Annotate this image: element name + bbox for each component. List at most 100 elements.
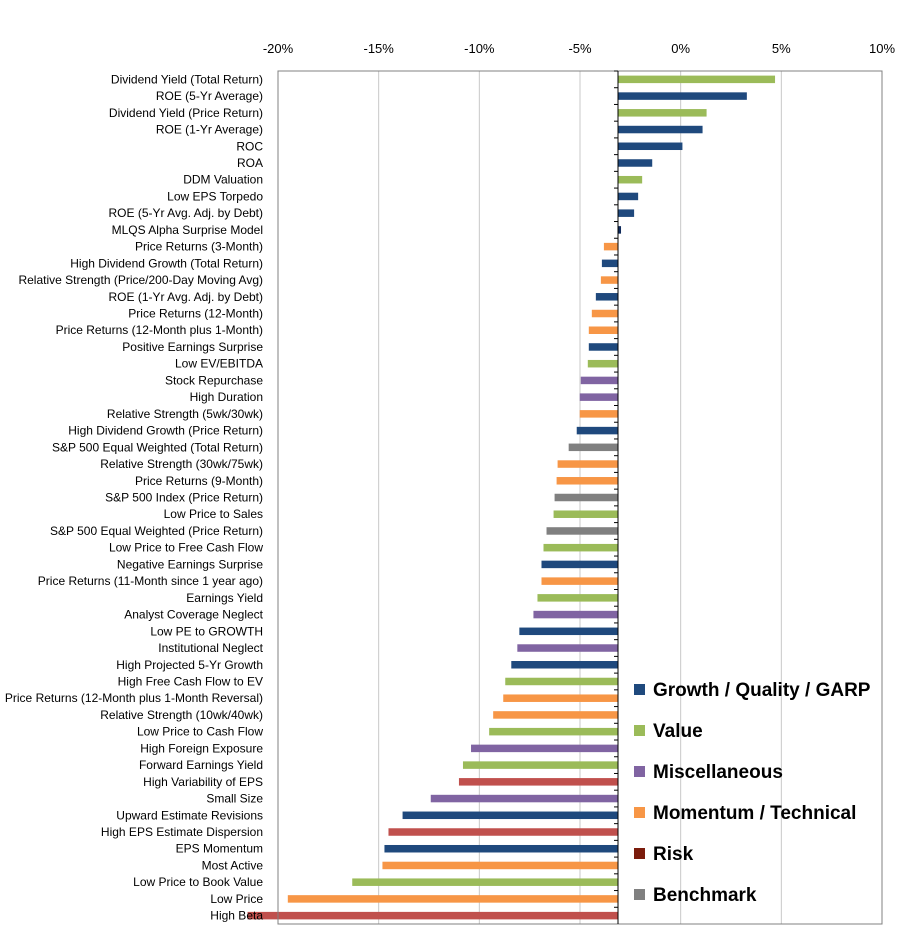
category-label: ROA <box>237 156 263 170</box>
category-label: MLQS Alpha Surprise Model <box>112 223 263 237</box>
category-label: Dividend Yield (Price Return) <box>109 106 263 120</box>
category-label: High Free Cash Flow to EV <box>118 674 263 688</box>
bar-high-projected-5-yr-growth <box>511 661 618 669</box>
category-label: High Projected 5-Yr Growth <box>116 658 263 672</box>
category-label: Low EPS Torpedo <box>167 189 263 203</box>
category-label: ROC <box>236 139 263 153</box>
bar-roe-5-yr-avg-adj-by-debt <box>618 209 635 217</box>
bar-dividend-yield-total-return <box>618 75 776 84</box>
category-label: Low EV/EBITDA <box>175 357 263 371</box>
category-label: Low Price <box>210 892 263 906</box>
bar-analyst-coverage-neglect <box>533 610 618 619</box>
x-tick-label: -20% <box>263 41 294 56</box>
bar-stock-repurchase <box>580 376 618 385</box>
bar-most-active <box>382 861 618 870</box>
bar-roe-1-yr-avg-adj-by-debt <box>595 293 618 301</box>
category-label: Relative Strength (30wk/75wk) <box>100 457 263 471</box>
bar-negative-earnings-surprise <box>541 560 618 569</box>
bar-low-pe-to-growth <box>519 627 618 636</box>
x-tick-label: 0% <box>671 41 690 56</box>
bar-price-returns-12-month-plus-1-month <box>588 326 618 334</box>
category-label: Low Price to Sales <box>164 507 263 521</box>
category-label: Low Price to Free Cash Flow <box>109 541 263 555</box>
category-label: ROE (5-Yr Avg. Adj. by Debt) <box>108 206 263 220</box>
bar-mlqs-alpha-surprise-model <box>618 226 622 234</box>
bar-roc <box>618 142 683 151</box>
category-label: High Dividend Growth (Total Return) <box>70 256 263 270</box>
bar-high-duration <box>579 393 618 401</box>
legend: Growth / Quality / GARP Value Miscellaneou… <box>634 680 871 906</box>
category-label: Price Returns (12-Month plus 1-Month) <box>56 323 263 337</box>
legend-swatch-value <box>634 725 645 736</box>
plot-area-border <box>277 70 883 925</box>
legend-swatch-benchmark <box>634 889 645 900</box>
category-label: High Beta <box>210 909 263 923</box>
category-label: Price Returns (12-Month) <box>128 307 263 321</box>
bar-low-price <box>287 895 618 903</box>
legend-swatch-momentum <box>634 807 645 818</box>
category-label: Low Price to Cash Flow <box>137 725 263 739</box>
bar-forward-earnings-yield <box>462 761 618 769</box>
legend-label-risk: Risk <box>653 844 694 865</box>
bar-relative-strength-5wk-30wk <box>579 410 618 418</box>
legend-swatch-risk <box>634 848 645 859</box>
bar-s-p-500-equal-weighted-price-return <box>546 527 618 535</box>
bar-relative-strength-price-200-day-moving-avg <box>600 276 618 284</box>
bar-price-returns-11-month-since-1-year-ago <box>541 577 618 585</box>
category-label: Upward Estimate Revisions <box>116 808 263 822</box>
category-label: Negative Earnings Surprise <box>117 557 263 571</box>
legend-label-benchmark: Benchmark <box>653 885 757 906</box>
category-label: Low Price to Book Value <box>133 875 263 889</box>
category-labels: Dividend Yield (Total Return) ROE (5-Yr A… <box>5 72 264 922</box>
x-tick-label: 10% <box>869 41 895 56</box>
category-label: Relative Strength (5wk/30wk) <box>107 407 263 421</box>
category-label: EPS Momentum <box>176 842 263 856</box>
bar-high-variability-of-eps <box>458 778 618 786</box>
bar-relative-strength-30wk-75wk <box>557 460 618 468</box>
category-label: High EPS Estimate Dispersion <box>101 825 263 839</box>
bar-roa <box>618 159 653 167</box>
x-tick-label: -5% <box>568 41 592 56</box>
category-label: Institutional Neglect <box>158 641 263 655</box>
bar-earnings-yield <box>537 594 618 602</box>
category-label: Dividend Yield (Total Return) <box>111 72 263 86</box>
bar-high-foreign-exposure <box>471 744 618 753</box>
bar-high-beta <box>247 911 618 920</box>
category-label: DDM Valuation <box>183 173 263 187</box>
bar-roe-5-yr-average <box>618 92 747 100</box>
legend-label-momentum: Momentum / Technical <box>653 803 856 824</box>
category-label: Price Returns (3-Month) <box>135 240 263 254</box>
category-label: Forward Earnings Yield <box>139 758 263 772</box>
category-label: Price Returns (9-Month) <box>135 474 263 488</box>
category-label: S&P 500 Equal Weighted (Total Return) <box>52 440 263 454</box>
bar-price-returns-12-month-plus-1-month-reversal <box>503 694 618 702</box>
axes <box>277 70 883 925</box>
category-label: Positive Earnings Surprise <box>122 340 263 354</box>
x-tick-label: -10% <box>464 41 495 56</box>
bar-high-eps-estimate-dispersion <box>388 828 618 836</box>
bar-low-price-to-cash-flow <box>489 727 618 736</box>
legend-label-growth: Growth / Quality / GARP <box>653 680 871 701</box>
bar-positive-earnings-surprise <box>588 343 618 351</box>
bar-low-price-to-free-cash-flow <box>543 543 618 552</box>
category-label: Relative Strength (10wk/40wk) <box>100 708 263 722</box>
bar-low-price-to-sales <box>553 510 618 518</box>
bar-upward-estimate-revisions <box>402 811 618 820</box>
bar-low-eps-torpedo <box>618 192 639 201</box>
bar-roe-1-yr-average <box>618 125 703 134</box>
bar-s-p-500-index-price-return <box>554 493 618 502</box>
category-label: Earnings Yield <box>186 591 263 605</box>
category-label: Low PE to GROWTH <box>150 624 263 638</box>
category-label: High Dividend Growth (Price Return) <box>68 424 263 438</box>
category-label: Stock Repurchase <box>165 373 263 387</box>
bar-s-p-500-equal-weighted-total-return <box>568 443 618 452</box>
legend-label-value: Value <box>653 721 703 742</box>
category-label: ROE (1-Yr Average) <box>156 123 263 137</box>
bar-eps-momentum <box>384 844 618 853</box>
bar-low-price-to-book-value <box>352 878 618 886</box>
legend-swatch-misc <box>634 766 645 777</box>
category-label: ROE (5-Yr Average) <box>156 89 263 103</box>
category-label: High Duration <box>190 390 263 404</box>
legend-swatch-growth <box>634 684 645 695</box>
